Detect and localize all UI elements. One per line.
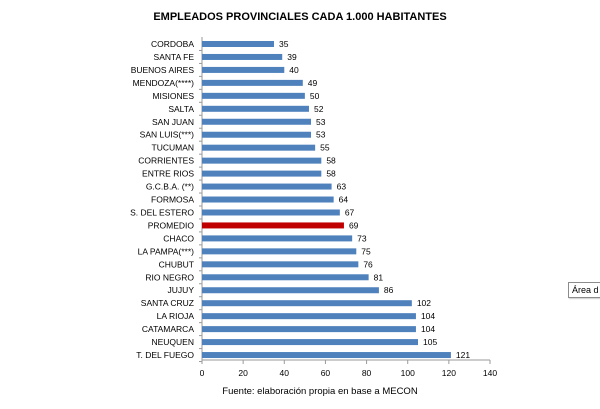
bar (202, 170, 322, 177)
x-tick-label: 140 (483, 368, 497, 378)
x-tick-label: 20 (238, 368, 248, 378)
category-label: SANTA CRUZ (141, 298, 194, 308)
data-label: 50 (310, 91, 320, 101)
data-label: 75 (361, 246, 371, 256)
category-label: RIO NEGRO (145, 272, 194, 282)
source-note: Fuente: elaboración propia en base a MEC… (222, 386, 418, 397)
category-label: CHUBUT (159, 259, 194, 269)
x-tick-label: 120 (442, 368, 456, 378)
category-label: G.C.B.A. (**) (146, 182, 194, 192)
data-label: 69 (349, 220, 359, 230)
x-tick-label: 100 (401, 368, 415, 378)
category-label: CHACO (163, 233, 194, 243)
data-label: 35 (279, 39, 289, 49)
category-label: NEUQUEN (151, 337, 194, 347)
bar (202, 118, 312, 125)
x-tick-label: 80 (362, 368, 372, 378)
data-label: 76 (363, 259, 373, 269)
bar (202, 287, 379, 294)
bar (202, 339, 418, 346)
data-label: 121 (456, 350, 470, 360)
category-label: MENDOZA(****) (133, 78, 195, 88)
bar (202, 157, 322, 164)
bar (202, 209, 340, 216)
data-label: 39 (287, 52, 297, 62)
bar (202, 326, 416, 333)
x-tick-label: 60 (321, 368, 331, 378)
bar (202, 53, 283, 60)
data-label: 64 (339, 195, 349, 205)
bar (202, 79, 303, 86)
bar (202, 105, 309, 112)
data-label: 63 (337, 182, 347, 192)
category-label: S. DEL ESTERO (130, 207, 194, 217)
data-label: 104 (421, 311, 435, 321)
data-label: 86 (384, 285, 394, 295)
data-label: 52 (314, 104, 324, 114)
category-label: BUENOS AIRES (131, 65, 195, 75)
bar (202, 248, 357, 255)
bar (202, 144, 316, 151)
data-label: 53 (316, 130, 326, 140)
bar (202, 222, 344, 229)
bar (202, 352, 451, 359)
bar (202, 300, 412, 307)
category-label: ENTRE RIOS (142, 169, 194, 179)
category-label: TUCUMAN (152, 143, 195, 153)
data-label: 58 (326, 169, 336, 179)
data-label: 105 (423, 337, 437, 347)
category-label: CATAMARCA (142, 324, 194, 334)
bar (202, 235, 353, 242)
category-label: SAN LUIS(***) (140, 130, 194, 140)
bar (202, 196, 334, 203)
bar (202, 66, 285, 73)
bar (202, 274, 369, 281)
category-label: SAN JUAN (152, 117, 194, 127)
category-label: CORDOBA (151, 39, 194, 49)
bar (202, 261, 359, 268)
category-label: FORMOSA (151, 195, 194, 205)
chart-area-tooltip: Área d (568, 282, 600, 298)
category-label: SALTA (168, 104, 194, 114)
category-label: LA PAMPA(***) (138, 246, 195, 256)
category-label: MISIONES (152, 91, 194, 101)
chart-title: EMPLEADOS PROVINCIALES CADA 1.000 HABITA… (153, 11, 447, 23)
bar (202, 313, 416, 320)
data-label: 58 (326, 156, 336, 166)
data-label: 73 (357, 233, 367, 243)
data-label: 102 (417, 298, 431, 308)
data-label: 55 (320, 143, 330, 153)
category-label: CORRIENTES (138, 156, 194, 166)
data-label: 81 (374, 272, 384, 282)
category-label: PROMEDIO (148, 220, 195, 230)
bar (202, 183, 332, 190)
bar (202, 92, 305, 99)
category-label: T. DEL FUEGO (136, 350, 194, 360)
x-tick-label: 40 (280, 368, 290, 378)
data-label: 67 (345, 207, 355, 217)
category-label: SANTA FE (154, 52, 195, 62)
category-label: LA RIOJA (157, 311, 195, 321)
bar (202, 41, 274, 47)
category-label: JUJUY (168, 285, 195, 295)
data-label: 40 (289, 65, 299, 75)
x-tick-label: 0 (200, 368, 205, 378)
data-label: 104 (421, 324, 435, 334)
bar (202, 131, 312, 138)
data-label: 53 (316, 117, 326, 127)
data-label: 49 (308, 78, 318, 88)
